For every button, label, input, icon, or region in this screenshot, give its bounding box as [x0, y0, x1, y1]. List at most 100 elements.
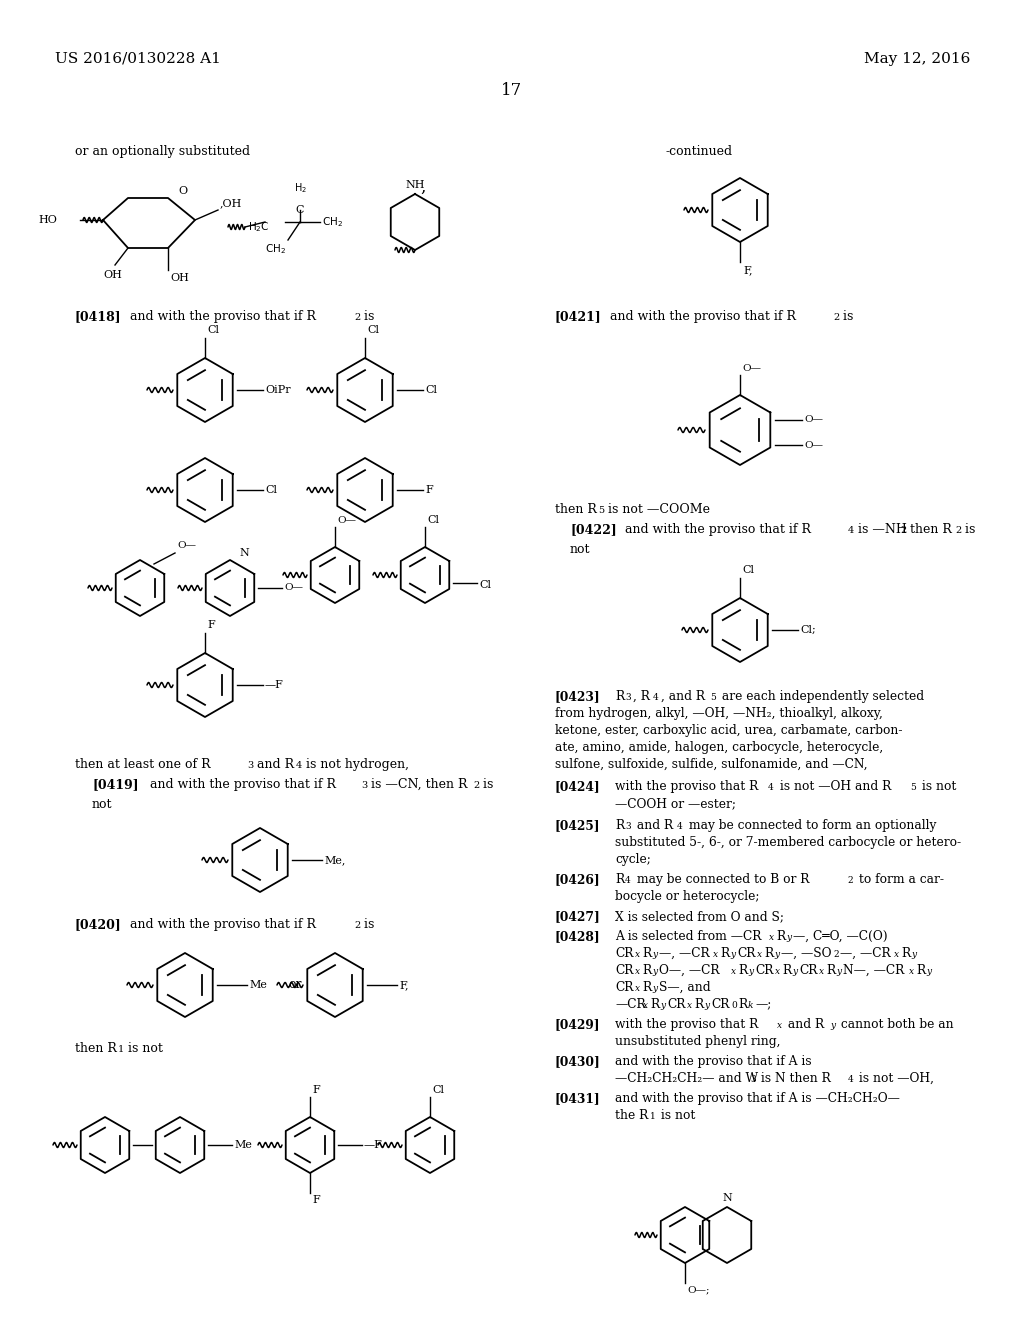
Text: not: not	[570, 543, 591, 556]
Text: F: F	[312, 1195, 319, 1205]
Text: and with the proviso that if R: and with the proviso that if R	[150, 777, 336, 791]
Text: or: or	[288, 978, 301, 991]
Text: Cl: Cl	[207, 325, 219, 335]
Text: 5: 5	[910, 783, 915, 792]
Text: CR: CR	[711, 998, 729, 1011]
Text: R: R	[615, 818, 624, 832]
Text: $\mathrm{CH_2}$: $\mathrm{CH_2}$	[322, 215, 343, 228]
Text: y: y	[652, 968, 657, 975]
Text: O—: O—	[284, 583, 303, 593]
Text: y: y	[774, 950, 779, 960]
Text: 5: 5	[710, 693, 716, 702]
Text: is —CN, then R: is —CN, then R	[367, 777, 468, 791]
Text: y: y	[792, 968, 797, 975]
Text: OiPr: OiPr	[265, 385, 291, 395]
Text: cannot both be an: cannot both be an	[837, 1018, 953, 1031]
Text: $\mathrm{CH_2}$: $\mathrm{CH_2}$	[265, 242, 286, 256]
Text: and R: and R	[633, 818, 673, 832]
Text: , R: , R	[633, 690, 650, 704]
Text: Cl: Cl	[432, 1085, 444, 1096]
Text: y: y	[652, 950, 657, 960]
Text: 5: 5	[598, 506, 604, 515]
Text: -continued: -continued	[665, 145, 732, 158]
Text: is not: is not	[657, 1109, 695, 1122]
Text: is: is	[479, 777, 494, 791]
Text: 2: 2	[833, 950, 839, 960]
Text: and R: and R	[784, 1018, 824, 1031]
Text: ketone, ester, carboxylic acid, urea, carbamate, carbon-: ketone, ester, carboxylic acid, urea, ca…	[555, 723, 902, 737]
Text: R: R	[776, 931, 785, 942]
Text: and with the proviso that if R: and with the proviso that if R	[130, 310, 316, 323]
Text: may be connected to form an optionally: may be connected to form an optionally	[685, 818, 936, 832]
Text: [0419]: [0419]	[92, 777, 138, 791]
Text: Me,: Me,	[324, 855, 345, 865]
Text: is not: is not	[124, 1041, 163, 1055]
Text: [0431]: [0431]	[555, 1092, 601, 1105]
Text: R: R	[901, 946, 910, 960]
Text: y: y	[660, 1001, 666, 1010]
Text: 3: 3	[247, 762, 253, 770]
Text: , and R: , and R	[662, 690, 705, 704]
Text: —, —SO: —, —SO	[781, 946, 831, 960]
Text: CR: CR	[615, 964, 634, 977]
Text: 4: 4	[768, 783, 774, 792]
Text: R: R	[826, 964, 836, 977]
Text: ,: ,	[420, 178, 425, 195]
Text: and R: and R	[253, 758, 294, 771]
Text: R: R	[782, 964, 792, 977]
Text: 17: 17	[502, 82, 522, 99]
Text: then R: then R	[555, 503, 597, 516]
Text: 4: 4	[848, 525, 854, 535]
Text: $\mathrm{H_2}$: $\mathrm{H_2}$	[294, 181, 306, 195]
Text: Me: Me	[234, 1140, 252, 1150]
Text: —CR: —CR	[615, 998, 645, 1011]
Text: ate, amino, amide, halogen, carbocycle, heterocycle,: ate, amino, amide, halogen, carbocycle, …	[555, 741, 884, 754]
Text: O: O	[178, 186, 187, 195]
Text: R: R	[642, 964, 651, 977]
Text: R: R	[642, 981, 651, 994]
Text: N: N	[240, 548, 249, 558]
Text: Cl: Cl	[367, 325, 379, 335]
Text: US 2016/0130228 A1: US 2016/0130228 A1	[55, 51, 221, 66]
Text: y: y	[830, 1020, 836, 1030]
Text: O—, —CR: O—, —CR	[659, 964, 720, 977]
Text: OH: OH	[170, 273, 188, 282]
Text: [0424]: [0424]	[555, 780, 601, 793]
Text: F,: F,	[399, 979, 409, 990]
Text: 4: 4	[677, 822, 683, 832]
Text: —, —CR: —, —CR	[659, 946, 710, 960]
Text: and with the proviso that if R: and with the proviso that if R	[130, 917, 316, 931]
Text: [0423]: [0423]	[555, 690, 601, 704]
Text: ,OH: ,OH	[220, 198, 243, 209]
Text: 3: 3	[625, 822, 631, 832]
Text: O—: O—	[177, 541, 196, 550]
Text: HO: HO	[38, 215, 57, 224]
Text: [0420]: [0420]	[75, 917, 122, 931]
Text: R: R	[720, 946, 729, 960]
Text: y: y	[730, 950, 735, 960]
Text: x: x	[757, 950, 762, 960]
Text: R: R	[738, 998, 748, 1011]
Text: x: x	[635, 983, 640, 993]
Text: [0427]: [0427]	[555, 909, 601, 923]
Text: 2: 2	[833, 313, 840, 322]
Text: unsubstituted phenyl ring,: unsubstituted phenyl ring,	[615, 1035, 780, 1048]
Text: [0430]: [0430]	[555, 1055, 601, 1068]
Text: —COOH or —ester;: —COOH or —ester;	[615, 797, 736, 810]
Text: R: R	[615, 873, 624, 886]
Text: sulfone, sulfoxide, sulfide, sulfonamide, and —CN,: sulfone, sulfoxide, sulfide, sulfonamide…	[555, 758, 867, 771]
Text: —F: —F	[265, 680, 284, 690]
Text: 2: 2	[354, 921, 360, 931]
Text: and with the proviso that if A is: and with the proviso that if A is	[615, 1055, 812, 1068]
Text: O—: O—	[742, 364, 761, 374]
Text: CR: CR	[667, 998, 685, 1011]
Text: x: x	[894, 950, 899, 960]
Text: y: y	[705, 1001, 710, 1010]
Text: R: R	[694, 998, 703, 1011]
Text: —CH₂CH₂CH₂— and W: —CH₂CH₂CH₂— and W	[615, 1072, 758, 1085]
Text: is not hydrogen,: is not hydrogen,	[302, 758, 409, 771]
Text: and with the proviso that if A is —CH₂CH₂O—: and with the proviso that if A is —CH₂CH…	[615, 1092, 900, 1105]
Text: x: x	[635, 968, 640, 975]
Text: y: y	[836, 968, 841, 975]
Text: x: x	[775, 968, 780, 975]
